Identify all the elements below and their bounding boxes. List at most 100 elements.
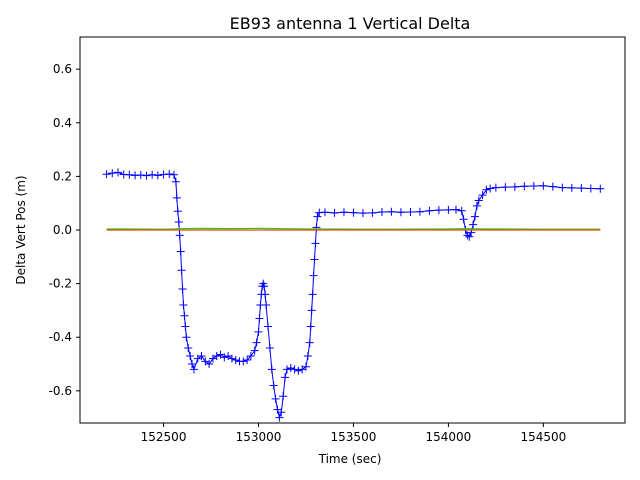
y-tick-label-0: -0.6 (49, 384, 72, 398)
series-0-point-2 (113, 168, 122, 177)
series-0-point-121 (596, 184, 605, 193)
series-0-point-0 (102, 170, 111, 179)
y-axis-label: Delta Vert Pos (m) (14, 175, 28, 284)
series-0-point-92 (415, 207, 424, 216)
series-0-point-64 (281, 373, 290, 382)
series-0-point-17 (175, 231, 184, 240)
series-0-point-45 (252, 338, 261, 347)
y-tick-label-1: -0.4 (49, 330, 72, 344)
series-0-point-74 (307, 306, 316, 315)
series-0-point-72 (305, 338, 314, 347)
series-0-point-27 (188, 360, 197, 369)
series-0-point-15 (173, 207, 182, 216)
series-0-point-54 (262, 301, 271, 310)
plot-data-group (102, 168, 605, 422)
y-tick-label-2: -0.2 (49, 277, 72, 291)
y-tick-label-3: 0.0 (53, 223, 72, 237)
series-0-point-30 (197, 351, 206, 360)
series-0-point-119 (577, 184, 586, 193)
series-0-point-118 (567, 183, 576, 192)
series-0-point-86 (358, 209, 367, 218)
series-0-point-106 (474, 196, 483, 205)
x-tick-label-2: 153500 (331, 430, 377, 444)
series-0-point-39 (231, 356, 240, 365)
series-0-point-116 (548, 182, 557, 191)
series-0-point-96 (451, 205, 460, 214)
series-0-point-77 (310, 255, 319, 264)
series-0-point-32 (205, 360, 214, 369)
series-0-point-57 (267, 365, 276, 374)
series-0-point-71 (303, 351, 312, 360)
series-0-point-114 (529, 182, 538, 191)
series-0-point-9 (153, 171, 162, 180)
series-0-point-113 (520, 182, 529, 191)
series-0-point-44 (250, 346, 259, 355)
series-0-point-11 (165, 169, 174, 178)
series-0-point-78 (311, 239, 320, 248)
series-0-point-16 (174, 217, 183, 226)
series-0-point-28 (189, 365, 198, 374)
x-tick-label-4: 154500 (520, 430, 566, 444)
series-0-point-80 (313, 212, 322, 221)
series-0-point-93 (425, 206, 434, 215)
series-0-point-75 (308, 290, 317, 299)
series-0-point-34 (212, 351, 221, 360)
x-tick-label-0: 152500 (141, 430, 187, 444)
series-0-point-22 (180, 311, 189, 320)
series-0-point-18 (176, 247, 185, 256)
series-0-point-68 (294, 366, 303, 375)
series-0-point-83 (330, 208, 339, 217)
series-0-point-111 (501, 183, 510, 192)
series-0-point-87 (368, 208, 377, 217)
series-0-point-104 (470, 212, 479, 221)
series-0-point-63 (279, 392, 288, 401)
series-0-point-36 (220, 353, 229, 362)
series-0-point-38 (227, 354, 236, 363)
series-0-point-115 (539, 181, 548, 190)
series-0-point-101 (465, 232, 474, 241)
series-0-point-117 (558, 183, 567, 192)
series-0-point-41 (239, 357, 248, 366)
series-0-point-1 (108, 169, 117, 178)
series-0-point-26 (186, 351, 195, 360)
y-tick-label-6: 0.6 (53, 62, 72, 76)
series-0-point-52 (260, 282, 269, 291)
chart-title: EB93 antenna 1 Vertical Delta (230, 14, 471, 33)
series-0-point-62 (277, 408, 286, 417)
series-0-point-90 (396, 208, 405, 217)
series-0-point-88 (377, 208, 386, 217)
series-0-point-6 (136, 171, 145, 180)
series-0-point-120 (586, 184, 595, 193)
series-0-point-67 (290, 365, 299, 374)
x-axis-label: Time (sec) (318, 452, 382, 466)
series-0-point-84 (339, 208, 348, 217)
series-0-point-20 (178, 284, 187, 293)
series-0-point-10 (159, 170, 168, 179)
series-0-point-7 (142, 171, 151, 180)
series-0-point-61 (275, 413, 284, 422)
series-0-point-53 (261, 290, 270, 299)
x-tick-label-1: 153000 (236, 430, 282, 444)
series-0-point-91 (406, 208, 415, 217)
series-0-point-107 (478, 191, 487, 200)
series-0-point-8 (148, 170, 157, 179)
series-0-point-46 (254, 327, 263, 336)
series-0-point-47 (255, 314, 264, 323)
series-0-point-110 (491, 183, 500, 192)
series-0-point-65 (282, 365, 291, 374)
series-0-point-73 (306, 322, 315, 331)
series-0-point-23 (181, 322, 190, 331)
series-0-point-109 (486, 184, 495, 193)
series-0-point-12 (169, 170, 178, 179)
series-0-point-59 (271, 394, 280, 403)
series-0-point-58 (269, 381, 278, 390)
series-0-point-112 (510, 182, 519, 191)
x-tick-label-3: 154000 (425, 430, 471, 444)
series-0-point-21 (179, 301, 188, 310)
series-1-line (106, 227, 601, 230)
series-0-point-103 (469, 220, 478, 229)
series-0-point-76 (309, 271, 318, 280)
series-0-point-19 (177, 266, 186, 275)
